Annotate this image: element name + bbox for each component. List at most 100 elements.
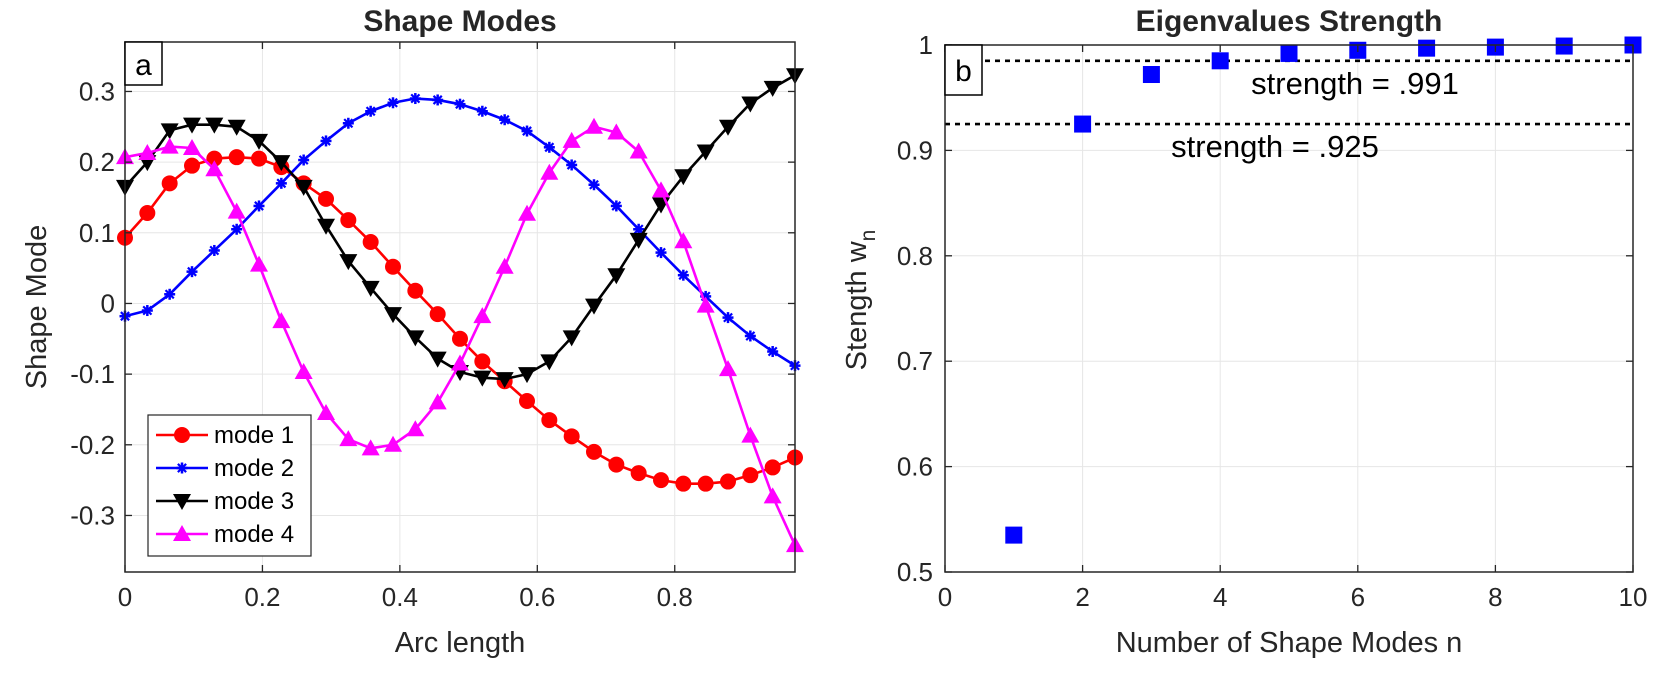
panel-b-y-tick-label: 1: [919, 30, 933, 60]
legend-item: mode 4: [156, 521, 294, 548]
data-point: [294, 363, 313, 380]
data-point: [588, 179, 600, 191]
data-point: [653, 472, 669, 489]
data-point: [183, 139, 201, 155]
data-point: [563, 428, 580, 445]
data-point: [342, 117, 354, 129]
data-point: [1005, 526, 1023, 544]
panel-b-ylabel: Stength wn: [841, 230, 880, 371]
panel-a-x-tick-label: 0: [118, 582, 132, 612]
data-point: [744, 330, 756, 342]
data-point: [272, 312, 291, 329]
data-point: [409, 93, 421, 105]
data-point: [161, 175, 178, 192]
panel-b-axes-box: [944, 44, 1634, 573]
legend-marker: [174, 427, 190, 443]
panel-b-letter: b: [955, 55, 972, 88]
data-point: [250, 255, 268, 272]
panel-a-series: [116, 68, 804, 553]
data-point: [339, 430, 358, 447]
data-point: [184, 157, 200, 174]
data-point: [566, 159, 578, 171]
data-point: [387, 97, 399, 109]
data-point: [652, 181, 670, 198]
data-point: [340, 212, 357, 229]
panel-b-y-tick-label: 0.7: [897, 346, 933, 376]
panel-b-reference-lines: strength = .991 strength = .925: [945, 59, 1633, 164]
panel-b-ylabel-main: Stength w: [841, 240, 873, 370]
data-point: [1211, 52, 1229, 70]
panel-a-axes-box: [124, 41, 796, 573]
data-point: [607, 123, 626, 140]
data-point: [543, 141, 555, 153]
data-point: [476, 105, 488, 117]
panel-a-letter-frame: [124, 41, 163, 86]
data-point: [518, 367, 536, 384]
data-point: [696, 296, 715, 313]
data-point: [454, 98, 466, 110]
data-point: [452, 330, 468, 347]
data-point: [674, 232, 693, 249]
legend-marker: [176, 462, 188, 474]
data-point: [428, 351, 447, 368]
data-point: [1074, 115, 1092, 133]
data-point: [499, 114, 511, 126]
data-point: [585, 298, 603, 315]
panel-a-y-tick-label: 0: [101, 288, 115, 318]
data-point: [741, 96, 760, 113]
data-point: [205, 117, 224, 134]
data-point: [722, 312, 734, 324]
data-point: [586, 443, 602, 460]
reference-line-label: strength = .991: [1251, 66, 1459, 101]
data-point: [585, 117, 603, 134]
data-point: [1418, 39, 1436, 57]
data-point: [250, 133, 268, 150]
data-point: [406, 420, 425, 437]
data-point: [451, 354, 469, 371]
panel-b-x-tick-label: 8: [1488, 582, 1502, 612]
data-point: [361, 439, 380, 456]
data-point: [764, 459, 781, 476]
panel-a-x-tick-label: 0.6: [519, 582, 555, 612]
panel-b-y-tick-label: 0.6: [897, 452, 933, 482]
data-point: [228, 149, 245, 166]
legend-item: mode 3: [156, 488, 294, 515]
data-point: [253, 200, 265, 212]
panel-b-letter-box: b: [944, 44, 983, 96]
data-point: [495, 257, 514, 274]
data-point: [610, 200, 622, 212]
data-point: [763, 80, 782, 97]
data-point: [139, 205, 156, 222]
legend-item: mode 2: [156, 455, 294, 482]
panel-a-title: Shape Modes: [363, 5, 556, 38]
data-point: [696, 144, 715, 161]
data-point: [719, 360, 737, 377]
data-point: [767, 346, 779, 358]
data-point: [317, 404, 335, 420]
data-point: [432, 94, 444, 106]
panel-b-ylabel-subscript: n: [857, 230, 880, 242]
panel-a-ylabel: Shape Mode: [21, 225, 53, 389]
data-point: [183, 117, 201, 134]
data-point: [519, 392, 535, 409]
panel-b-x-tick-label: 6: [1351, 582, 1365, 612]
data-point: [160, 123, 179, 140]
data-point: [385, 258, 401, 275]
data-point: [495, 372, 514, 389]
panel-b-xlabel: Number of Shape Modes n: [1116, 627, 1463, 659]
data-point: [320, 135, 332, 147]
data-point: [407, 282, 424, 299]
series-mode-4: [116, 117, 804, 553]
data-point: [205, 160, 224, 177]
data-point: [633, 223, 645, 235]
data-point: [1280, 44, 1298, 62]
panel-b-title: Eigenvalues Strength: [1136, 5, 1443, 38]
data-point: [630, 465, 647, 482]
data-point: [562, 330, 581, 347]
data-point: [562, 131, 581, 148]
legend-label: mode 4: [214, 521, 294, 548]
data-point: [231, 223, 243, 235]
data-point: [339, 254, 358, 271]
